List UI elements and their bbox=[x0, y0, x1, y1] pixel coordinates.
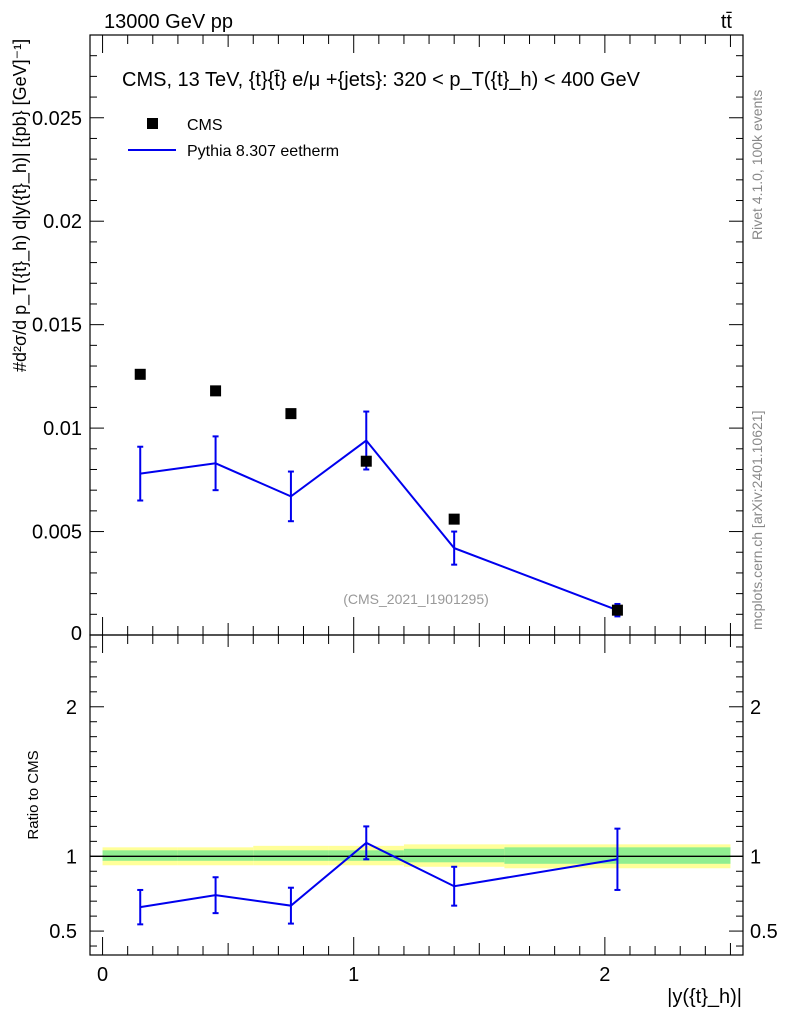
cms-data-point bbox=[448, 513, 460, 525]
process-label: tt̄ bbox=[721, 11, 733, 33]
ratio-panel-marks bbox=[137, 825, 621, 926]
ratio-y-tick-label-right: 0.5 bbox=[750, 921, 778, 943]
x-tick-label: 2 bbox=[599, 964, 610, 986]
ratio-band-inner bbox=[253, 850, 329, 861]
analysis-watermark: (CMS_2021_I1901295) bbox=[343, 591, 489, 607]
axis-ticks bbox=[90, 34, 743, 955]
ratio-y-axis-label: Ratio to CMS bbox=[25, 750, 42, 839]
main-y-tick-label: 0 bbox=[71, 623, 82, 645]
main-y-tick-label: 0.025 bbox=[32, 108, 82, 130]
ratio-y-tick-label: 0.5 bbox=[49, 921, 77, 943]
rivet-version-label: Rivet 4.1.0, 100k events bbox=[749, 90, 765, 240]
main-y-axis-label: #d²σ/d p_T({t}_h) d|y({t}_h)| [{pb} [GeV… bbox=[10, 39, 31, 372]
ratio-y-tick-label-right: 2 bbox=[750, 697, 761, 719]
legend-mc-label: Pythia 8.307 eetherm bbox=[187, 143, 339, 160]
main-plot-title: CMS, 13 TeV, {t}{t̄} e/μ +{jets}: 320 < … bbox=[122, 69, 641, 91]
main-panel-marks bbox=[134, 368, 623, 618]
ratio-y-tick-label: 2 bbox=[66, 697, 77, 719]
ratio-band-inner bbox=[403, 848, 505, 863]
main-y-tick-label: 0.02 bbox=[43, 211, 82, 233]
ratio-y-tick-label: 1 bbox=[66, 846, 77, 868]
legend-cms-marker bbox=[147, 118, 158, 129]
x-axis-label: |y({t}_h)| bbox=[667, 986, 742, 1008]
main-y-tick-label: 0.01 bbox=[43, 418, 82, 440]
ratio-y-tick-label-right: 1 bbox=[750, 846, 761, 868]
x-tick-label: 0 bbox=[97, 964, 108, 986]
ratio-band-inner bbox=[102, 850, 178, 861]
source-label: mcplots.cern.ch [arXiv:2401.10621] bbox=[749, 411, 765, 630]
ratio-band-inner bbox=[177, 850, 254, 861]
main-y-tick-label: 0.015 bbox=[32, 315, 82, 337]
main-y-tick-label: 0.005 bbox=[32, 522, 82, 544]
x-tick-label: 1 bbox=[348, 964, 359, 986]
legend-cms-label: CMS bbox=[187, 117, 223, 134]
cms-data-point bbox=[611, 604, 623, 616]
cms-data-point bbox=[360, 455, 372, 467]
axis-tick-labels: 0.005 0.01 0.015 0.02 0.025 0 0 1 2 0.5 0.5 1 1 2 2 bbox=[32, 108, 778, 986]
cms-data-point bbox=[134, 368, 146, 380]
cms-data-point bbox=[210, 385, 222, 397]
ratio-panel-frame bbox=[89, 634, 744, 956]
mc-line bbox=[140, 439, 618, 612]
ratio-mc-line bbox=[140, 841, 618, 909]
cms-data-point bbox=[285, 408, 297, 420]
energy-label: 13000 GeV pp bbox=[104, 11, 233, 33]
legend: CMS Pythia 8.307 eetherm bbox=[128, 117, 339, 160]
